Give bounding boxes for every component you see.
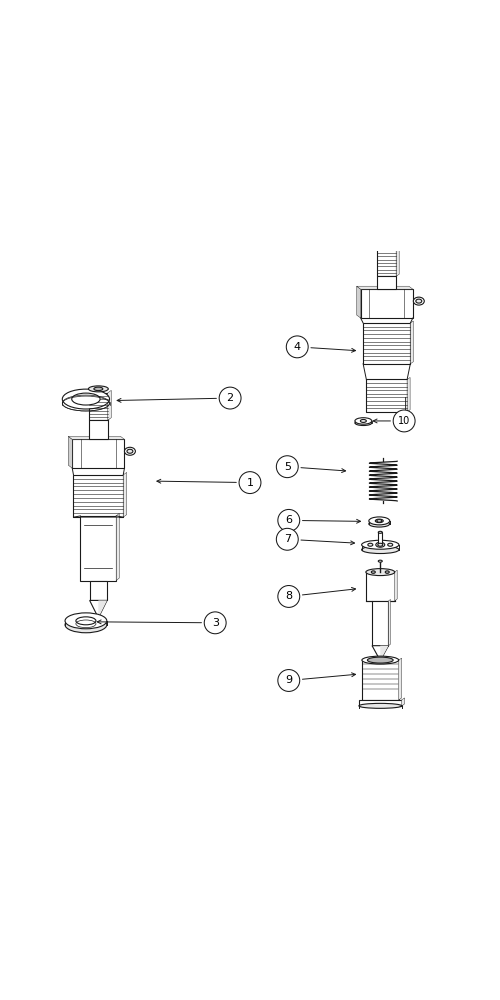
Bar	[74, 475, 123, 517]
Text: 10: 10	[398, 416, 410, 426]
Ellipse shape	[76, 617, 96, 625]
Circle shape	[278, 509, 299, 531]
Bar	[90, 581, 107, 600]
Bar	[378, 532, 382, 545]
Bar	[72, 439, 124, 468]
Polygon shape	[68, 436, 124, 439]
Ellipse shape	[377, 239, 396, 245]
Ellipse shape	[385, 571, 389, 573]
Polygon shape	[68, 436, 72, 468]
Bar	[362, 660, 399, 700]
Polygon shape	[123, 472, 126, 517]
Polygon shape	[410, 321, 414, 364]
Ellipse shape	[414, 297, 424, 305]
Ellipse shape	[62, 389, 110, 409]
Text: 4: 4	[294, 342, 301, 352]
Polygon shape	[356, 286, 360, 318]
Ellipse shape	[376, 519, 384, 523]
Bar	[378, 276, 396, 289]
Ellipse shape	[378, 531, 382, 533]
Text: 1: 1	[246, 478, 254, 488]
Bar	[360, 289, 413, 318]
Ellipse shape	[372, 571, 376, 573]
Ellipse shape	[355, 420, 372, 426]
Bar	[359, 700, 402, 706]
Ellipse shape	[388, 543, 392, 546]
Ellipse shape	[377, 520, 382, 522]
Polygon shape	[90, 600, 107, 618]
Polygon shape	[380, 646, 388, 661]
Ellipse shape	[65, 617, 107, 633]
Circle shape	[276, 528, 298, 550]
Circle shape	[219, 387, 241, 409]
Text: 3: 3	[212, 618, 218, 628]
Polygon shape	[394, 570, 397, 601]
Circle shape	[239, 472, 261, 494]
Text: 6: 6	[286, 515, 292, 525]
Bar	[372, 601, 388, 646]
Circle shape	[393, 410, 415, 432]
Ellipse shape	[124, 447, 136, 455]
Ellipse shape	[362, 540, 399, 549]
Bar	[80, 516, 116, 581]
Bar	[366, 572, 394, 601]
Circle shape	[204, 612, 226, 634]
Polygon shape	[396, 244, 399, 276]
Ellipse shape	[376, 542, 384, 547]
Text: 2: 2	[226, 393, 234, 403]
Ellipse shape	[369, 517, 390, 525]
Bar	[366, 379, 407, 412]
Ellipse shape	[72, 393, 100, 405]
Text: 5: 5	[284, 462, 291, 472]
Ellipse shape	[368, 543, 373, 546]
Ellipse shape	[362, 546, 399, 554]
Ellipse shape	[94, 387, 103, 391]
Bar	[89, 420, 108, 439]
Ellipse shape	[360, 419, 366, 422]
Ellipse shape	[359, 703, 402, 708]
Text: 7: 7	[284, 534, 291, 544]
Ellipse shape	[382, 241, 391, 244]
Ellipse shape	[366, 569, 394, 576]
Ellipse shape	[88, 386, 108, 392]
Circle shape	[286, 336, 308, 358]
Ellipse shape	[127, 449, 133, 453]
Ellipse shape	[355, 418, 372, 424]
Polygon shape	[398, 658, 402, 700]
Bar	[378, 246, 396, 276]
Polygon shape	[108, 390, 112, 420]
Text: 9: 9	[285, 675, 292, 685]
Bar	[89, 393, 108, 420]
Ellipse shape	[65, 613, 107, 629]
Ellipse shape	[362, 656, 399, 664]
Ellipse shape	[416, 299, 422, 303]
Polygon shape	[356, 286, 413, 289]
Circle shape	[278, 670, 299, 691]
Text: 8: 8	[285, 591, 292, 601]
Polygon shape	[388, 599, 390, 646]
Ellipse shape	[368, 657, 393, 663]
Polygon shape	[407, 377, 410, 412]
Bar	[363, 323, 410, 364]
Polygon shape	[116, 513, 119, 581]
Polygon shape	[402, 698, 404, 706]
Ellipse shape	[378, 543, 383, 546]
Circle shape	[278, 586, 299, 607]
Circle shape	[276, 456, 298, 478]
Ellipse shape	[378, 560, 382, 562]
Ellipse shape	[369, 521, 390, 527]
Polygon shape	[372, 646, 388, 661]
Polygon shape	[98, 600, 107, 618]
